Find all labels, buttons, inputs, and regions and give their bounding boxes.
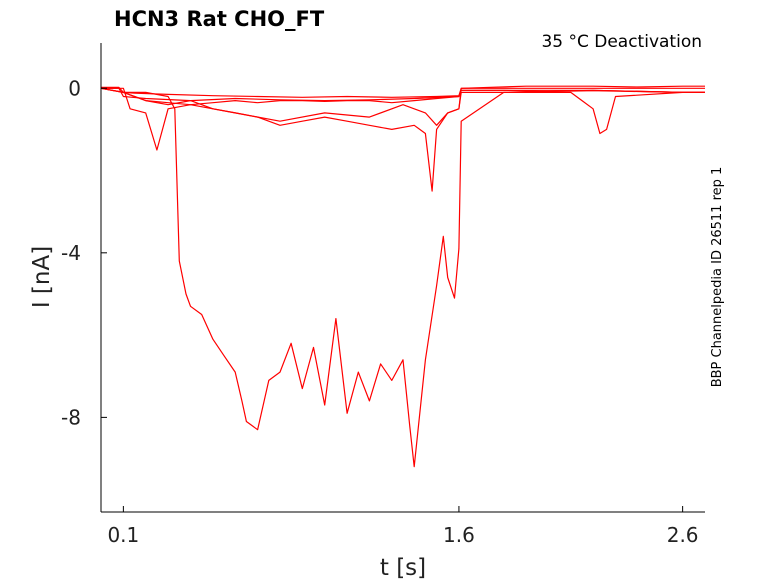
x-tick-label: 0.1 (107, 523, 139, 547)
series-line-4 (100, 87, 705, 192)
y-tick-label: -8 (61, 405, 81, 429)
series-line-6 (100, 87, 705, 468)
x-ticks: 0.1 1.6 2.6 (107, 506, 699, 547)
y-axis-label: I [nA] (29, 246, 55, 308)
y-ticks: 0 -4 -8 (61, 76, 107, 429)
chart-title: HCN3 Rat CHO_FT (114, 7, 325, 31)
x-tick-label: 2.6 (667, 523, 699, 547)
condition-label: 35 °C Deactivation (541, 32, 702, 52)
x-axis-label: t [s] (380, 555, 426, 581)
series-line-3 (101, 87, 705, 151)
side-label: BBP Channelpedia ID 26511 rep 1 (710, 167, 725, 388)
y-tick-label: 0 (68, 76, 81, 100)
y-tick-label: -4 (61, 241, 81, 265)
x-tick-label: 1.6 (443, 523, 475, 547)
series-line-5 (100, 87, 705, 106)
series-group (100, 85, 705, 468)
series-line-1 (101, 85, 705, 98)
